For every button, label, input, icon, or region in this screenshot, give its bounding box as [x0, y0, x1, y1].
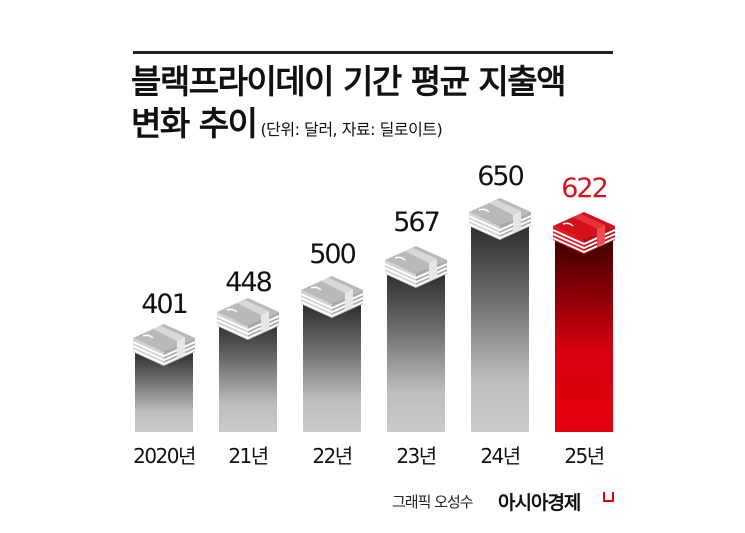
graphic-credit: 그래픽 오성수 — [392, 493, 474, 511]
x-label: 2020년 — [133, 444, 196, 468]
money-stack-icon — [217, 296, 279, 340]
x-label: 23년 — [396, 444, 437, 468]
chart-title-line1: 블랙프라이데이 기간 평균 지출액 — [131, 62, 567, 101]
bar-group-2025: 622 — [555, 174, 613, 432]
bar — [303, 302, 361, 432]
bar-group-2024: 650 — [471, 162, 529, 432]
bar-value: 567 — [393, 207, 441, 238]
bar-group-2021: 448 — [219, 268, 277, 432]
money-stack-icon — [553, 210, 615, 254]
title-rule — [133, 51, 613, 54]
brand-mark-icon — [603, 492, 614, 502]
money-stack-icon — [469, 196, 531, 240]
x-label: 21년 — [228, 444, 269, 468]
brand-logo-text: 아시아경제 — [498, 492, 581, 514]
chart-title-line2-text: 변화 추이 — [131, 104, 258, 143]
money-stack-icon — [133, 322, 195, 366]
money-stack-icon — [301, 274, 363, 318]
bar-value: 500 — [309, 239, 357, 270]
bar-group-2020: 401 — [135, 290, 193, 432]
bar-value: 401 — [141, 289, 189, 320]
bar — [387, 270, 445, 432]
chart-title-line2: 변화 추이 (단위: 달러, 자료: 딜로이트) — [131, 104, 443, 150]
x-label: 25년 — [564, 444, 605, 468]
bar-highlight — [555, 236, 613, 432]
bar — [471, 222, 529, 432]
money-stack-icon — [385, 244, 447, 288]
bar-value: 448 — [225, 267, 273, 298]
chart-subtitle: (단위: 달러, 자료: 딜로이트) — [260, 120, 443, 139]
bar-value-highlight: 622 — [561, 173, 609, 204]
x-label: 24년 — [480, 444, 521, 468]
bar-value: 650 — [477, 161, 525, 192]
bar-group-2023: 567 — [387, 208, 445, 432]
bar-group-2022: 500 — [303, 240, 361, 432]
x-label: 22년 — [312, 444, 353, 468]
